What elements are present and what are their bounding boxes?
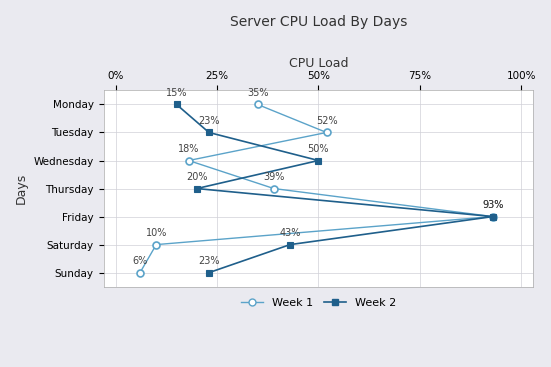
- Text: 6%: 6%: [132, 257, 148, 266]
- Text: 52%: 52%: [316, 116, 337, 126]
- Text: 18%: 18%: [178, 144, 199, 155]
- Text: 15%: 15%: [166, 88, 187, 98]
- Line: Week 2: Week 2: [174, 101, 496, 276]
- Text: 23%: 23%: [198, 116, 220, 126]
- Week 2: [489, 214, 496, 219]
- Text: 93%: 93%: [482, 200, 504, 210]
- Text: 39%: 39%: [263, 172, 284, 182]
- Week 1: [185, 158, 192, 163]
- Week 1: [153, 243, 160, 247]
- Text: 50%: 50%: [307, 144, 329, 155]
- Title: Server CPU Load By Days: Server CPU Load By Days: [230, 15, 407, 29]
- Y-axis label: Days: Days: [15, 173, 28, 204]
- Text: 35%: 35%: [247, 88, 268, 98]
- Text: 10%: 10%: [145, 228, 167, 239]
- Week 1: [323, 130, 330, 135]
- Text: 93%: 93%: [482, 200, 504, 210]
- Legend: Week 1, Week 2: Week 1, Week 2: [236, 294, 401, 312]
- Week 2: [206, 270, 212, 275]
- Text: 20%: 20%: [186, 172, 208, 182]
- Week 1: [255, 102, 261, 107]
- Week 2: [287, 243, 293, 247]
- Week 2: [173, 102, 180, 107]
- Week 2: [206, 130, 212, 135]
- Week 2: [193, 186, 200, 191]
- Week 2: [315, 158, 322, 163]
- Text: 23%: 23%: [198, 257, 220, 266]
- Week 1: [489, 214, 496, 219]
- Text: 43%: 43%: [279, 228, 301, 239]
- Line: Week 1: Week 1: [137, 101, 496, 276]
- Week 1: [137, 270, 143, 275]
- X-axis label: CPU Load: CPU Load: [289, 57, 348, 70]
- Week 1: [271, 186, 277, 191]
